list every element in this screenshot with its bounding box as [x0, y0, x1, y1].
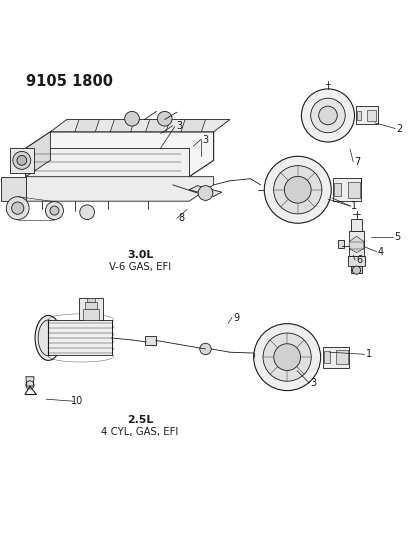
Bar — [79, 298, 104, 320]
Bar — [367, 110, 376, 121]
Text: V-6 GAS, EFI: V-6 GAS, EFI — [109, 262, 171, 272]
Circle shape — [254, 324, 321, 391]
Bar — [356, 110, 361, 120]
Text: 1: 1 — [366, 349, 372, 359]
Bar — [333, 179, 361, 201]
Polygon shape — [26, 177, 214, 201]
Text: 3: 3 — [310, 378, 316, 388]
Bar — [335, 183, 341, 196]
Text: 6: 6 — [356, 255, 362, 265]
Circle shape — [13, 151, 31, 169]
Bar — [356, 107, 378, 124]
Text: 8: 8 — [178, 213, 184, 223]
Polygon shape — [9, 148, 34, 173]
Text: 3: 3 — [203, 135, 208, 145]
Circle shape — [157, 111, 172, 126]
Bar — [87, 297, 95, 302]
Text: 2.5L: 2.5L — [127, 415, 153, 425]
Text: 1: 1 — [351, 201, 358, 211]
Circle shape — [274, 344, 300, 370]
Circle shape — [198, 185, 213, 200]
Text: 9105 1800: 9105 1800 — [26, 74, 113, 89]
Bar — [83, 309, 99, 320]
Polygon shape — [181, 119, 206, 132]
Circle shape — [311, 98, 345, 133]
Circle shape — [319, 106, 337, 125]
Bar — [324, 351, 330, 364]
Polygon shape — [48, 320, 112, 356]
Polygon shape — [26, 132, 214, 177]
Bar — [351, 219, 362, 231]
Circle shape — [12, 202, 24, 214]
Bar — [351, 265, 362, 273]
Circle shape — [6, 197, 29, 220]
Ellipse shape — [38, 320, 58, 356]
Bar — [349, 231, 364, 256]
Text: 4: 4 — [378, 247, 384, 257]
Circle shape — [46, 201, 63, 220]
Polygon shape — [26, 132, 51, 177]
Circle shape — [264, 156, 331, 223]
Text: 2: 2 — [396, 124, 402, 134]
Text: 4 CYL, GAS, EFI: 4 CYL, GAS, EFI — [102, 427, 179, 437]
Polygon shape — [349, 236, 364, 253]
Bar — [349, 256, 365, 266]
Circle shape — [274, 166, 322, 214]
Bar — [85, 302, 97, 309]
Circle shape — [200, 343, 211, 354]
Text: 5: 5 — [394, 232, 400, 242]
Bar — [338, 239, 344, 248]
Bar — [145, 336, 156, 345]
Circle shape — [50, 206, 59, 215]
Circle shape — [17, 156, 27, 165]
Bar — [348, 182, 360, 198]
Polygon shape — [26, 148, 189, 177]
Bar — [336, 350, 348, 365]
Circle shape — [284, 176, 311, 203]
Text: 3: 3 — [176, 122, 182, 132]
Polygon shape — [75, 119, 99, 132]
Polygon shape — [189, 185, 222, 196]
Text: 9: 9 — [233, 312, 239, 322]
Circle shape — [125, 111, 139, 126]
Circle shape — [80, 205, 95, 220]
Text: 10: 10 — [71, 396, 83, 406]
Polygon shape — [51, 119, 230, 132]
Bar — [323, 346, 349, 368]
Polygon shape — [145, 119, 170, 132]
Circle shape — [353, 266, 360, 274]
Polygon shape — [110, 119, 135, 132]
Text: 7: 7 — [354, 157, 360, 167]
Ellipse shape — [35, 316, 62, 360]
Polygon shape — [26, 377, 34, 386]
Circle shape — [263, 333, 311, 381]
Polygon shape — [1, 177, 26, 201]
Text: 3.0L: 3.0L — [127, 250, 153, 260]
Circle shape — [301, 89, 355, 142]
